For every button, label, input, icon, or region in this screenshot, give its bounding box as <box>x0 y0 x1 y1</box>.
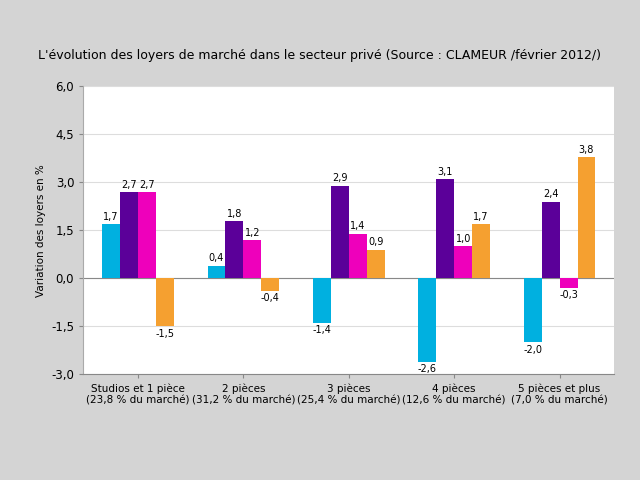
Bar <box>349 234 367 278</box>
Bar <box>436 179 454 278</box>
Text: 2,9: 2,9 <box>332 173 348 183</box>
Bar <box>331 186 349 278</box>
Text: 1,2: 1,2 <box>244 228 260 238</box>
Bar <box>454 246 472 278</box>
Text: -0,3: -0,3 <box>559 290 578 300</box>
Y-axis label: Variation des loyers en %: Variation des loyers en % <box>36 164 45 297</box>
Bar <box>102 224 120 278</box>
Bar <box>156 278 174 326</box>
Bar <box>261 278 279 291</box>
Bar <box>524 278 541 342</box>
Bar <box>472 224 490 278</box>
Bar <box>207 265 225 278</box>
Bar <box>120 192 138 278</box>
Text: L'évolution des loyers de marché dans le secteur privé (Source : CLAMEUR /févrie: L'évolution des loyers de marché dans le… <box>38 49 602 62</box>
Text: -1,5: -1,5 <box>156 329 174 339</box>
Bar <box>243 240 261 278</box>
Text: 1,7: 1,7 <box>104 212 119 222</box>
Text: 3,1: 3,1 <box>438 167 453 177</box>
Text: -0,4: -0,4 <box>261 293 280 303</box>
Bar <box>313 278 331 323</box>
Bar <box>419 278 436 361</box>
Bar <box>577 157 595 278</box>
Text: -1,4: -1,4 <box>312 325 332 336</box>
Text: 3,8: 3,8 <box>579 144 594 155</box>
Text: 1,4: 1,4 <box>350 221 365 231</box>
Text: 0,9: 0,9 <box>368 238 383 247</box>
Text: 1,8: 1,8 <box>227 208 242 218</box>
Bar <box>559 278 577 288</box>
Text: -2,0: -2,0 <box>524 345 542 355</box>
Bar <box>225 221 243 278</box>
Text: 2,7: 2,7 <box>121 180 137 190</box>
Text: 2,4: 2,4 <box>543 190 558 199</box>
Bar <box>541 202 559 278</box>
Text: 0,4: 0,4 <box>209 253 224 264</box>
Text: 1,0: 1,0 <box>456 234 471 244</box>
Text: -2,6: -2,6 <box>418 364 437 374</box>
Bar <box>138 192 156 278</box>
Text: 1,7: 1,7 <box>474 212 489 222</box>
Bar <box>367 250 385 278</box>
Text: 2,7: 2,7 <box>139 180 155 190</box>
